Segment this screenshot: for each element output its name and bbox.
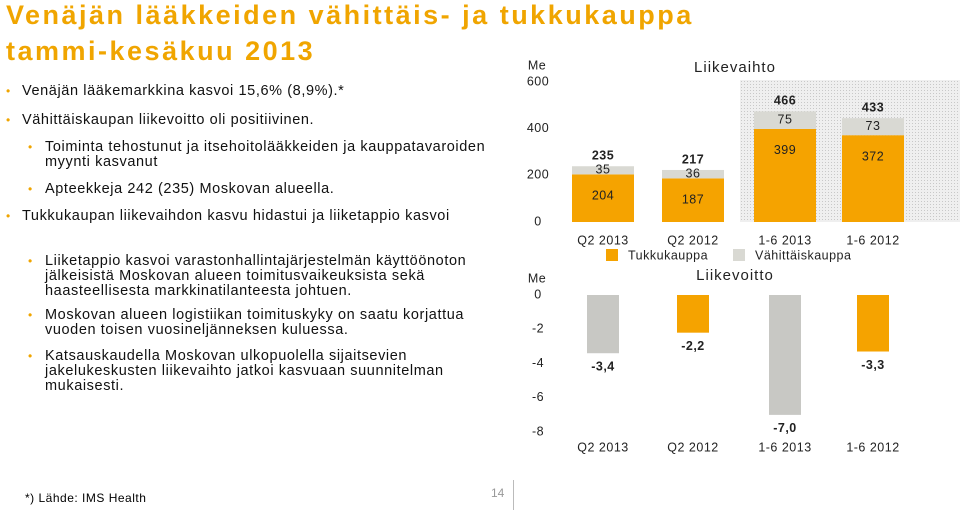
divider xyxy=(513,480,514,510)
x-tick-label: 1-6 2012 xyxy=(846,233,899,247)
value-label: 36 xyxy=(686,166,701,180)
value-label: 35 xyxy=(596,163,611,177)
bar-segment xyxy=(662,178,724,222)
x-tick-label: Q2 2013 xyxy=(577,233,628,247)
bar-segment xyxy=(842,135,904,222)
page-number: 14 xyxy=(491,486,505,500)
slide-title: tammi-kesäkuu 2013 xyxy=(6,36,316,66)
bar-segment xyxy=(754,111,816,129)
bar-segment xyxy=(572,166,634,175)
x-tick-label: Q2 2013 xyxy=(577,440,628,454)
y-tick-label: 400 xyxy=(527,121,549,135)
bar xyxy=(677,295,709,333)
slide-title: Venäjän lääkkeiden vähittäis- ja tukkuka… xyxy=(6,0,694,30)
y-tick-label: 200 xyxy=(527,168,549,182)
value-label: 372 xyxy=(862,149,884,163)
y-tick-label: -6 xyxy=(532,390,544,404)
legend-label: Tukkukauppa xyxy=(628,248,708,262)
y-tick-label: 0 xyxy=(534,287,541,301)
legend-swatch xyxy=(606,249,618,261)
x-tick-label: Q2 2012 xyxy=(667,440,718,454)
value-label: -3,4 xyxy=(591,360,615,374)
y-tick-label: -8 xyxy=(532,424,544,438)
bullet: Vähittäiskaupan liikevoitto oli positiiv… xyxy=(6,113,492,129)
x-tick-label: 1-6 2012 xyxy=(846,440,899,454)
value-label: 73 xyxy=(866,119,881,133)
value-label: 75 xyxy=(778,112,793,126)
total-label: 466 xyxy=(774,94,796,108)
bar-segment xyxy=(572,174,634,222)
value-label: 204 xyxy=(592,189,614,203)
chart-title: Liikevoitto xyxy=(696,267,774,284)
bullet: Toiminta tehostunut ja itsehoitolääkkeid… xyxy=(28,140,490,170)
axis-unit: Me xyxy=(528,271,546,285)
value-label: 187 xyxy=(682,193,704,207)
y-tick-label: 0 xyxy=(534,214,541,228)
legend-label: Vähittäiskauppa xyxy=(755,248,851,262)
chart-title: Liikevaihto xyxy=(694,59,776,76)
legend-swatch xyxy=(733,249,745,261)
value-label: -3,3 xyxy=(861,358,885,372)
footnote: *) Lähde: IMS Health xyxy=(25,491,147,505)
value-label: -2,2 xyxy=(681,339,705,353)
bar-segment xyxy=(754,128,816,222)
y-tick-label: -4 xyxy=(532,356,544,370)
bullet: Apteekkeja 242 (235) Moskovan alueella. xyxy=(28,182,490,198)
bar-segment xyxy=(662,169,724,179)
bar xyxy=(769,295,801,415)
bullet: Moskovan alueen logistiikan toimituskyky… xyxy=(28,308,490,338)
bullet: Katsauskaudella Moskovan ulkopuolella si… xyxy=(28,349,490,394)
y-tick-label: -2 xyxy=(532,322,544,336)
x-tick-label: Q2 2012 xyxy=(667,233,718,247)
bar xyxy=(587,295,619,354)
value-label: -7,0 xyxy=(773,421,797,435)
bullet: Liiketappio kasvoi varastonhallintajärje… xyxy=(28,254,490,299)
bar xyxy=(857,295,889,352)
bullet: Tukkukaupan liikevaihdon kasvu hidastui … xyxy=(6,209,492,225)
axis-unit: Me xyxy=(528,58,546,72)
total-label: 235 xyxy=(592,149,614,163)
value-label: 399 xyxy=(774,143,796,157)
x-tick-label: 1-6 2013 xyxy=(758,440,811,454)
bar-segment xyxy=(842,118,904,136)
total-label: 217 xyxy=(682,152,704,166)
y-tick-label: 600 xyxy=(527,74,549,88)
x-tick-label: 1-6 2013 xyxy=(758,233,811,247)
bullet: Venäjän lääkemarkkina kasvoi 15,6% (8,9%… xyxy=(6,84,492,100)
total-label: 433 xyxy=(862,100,884,114)
